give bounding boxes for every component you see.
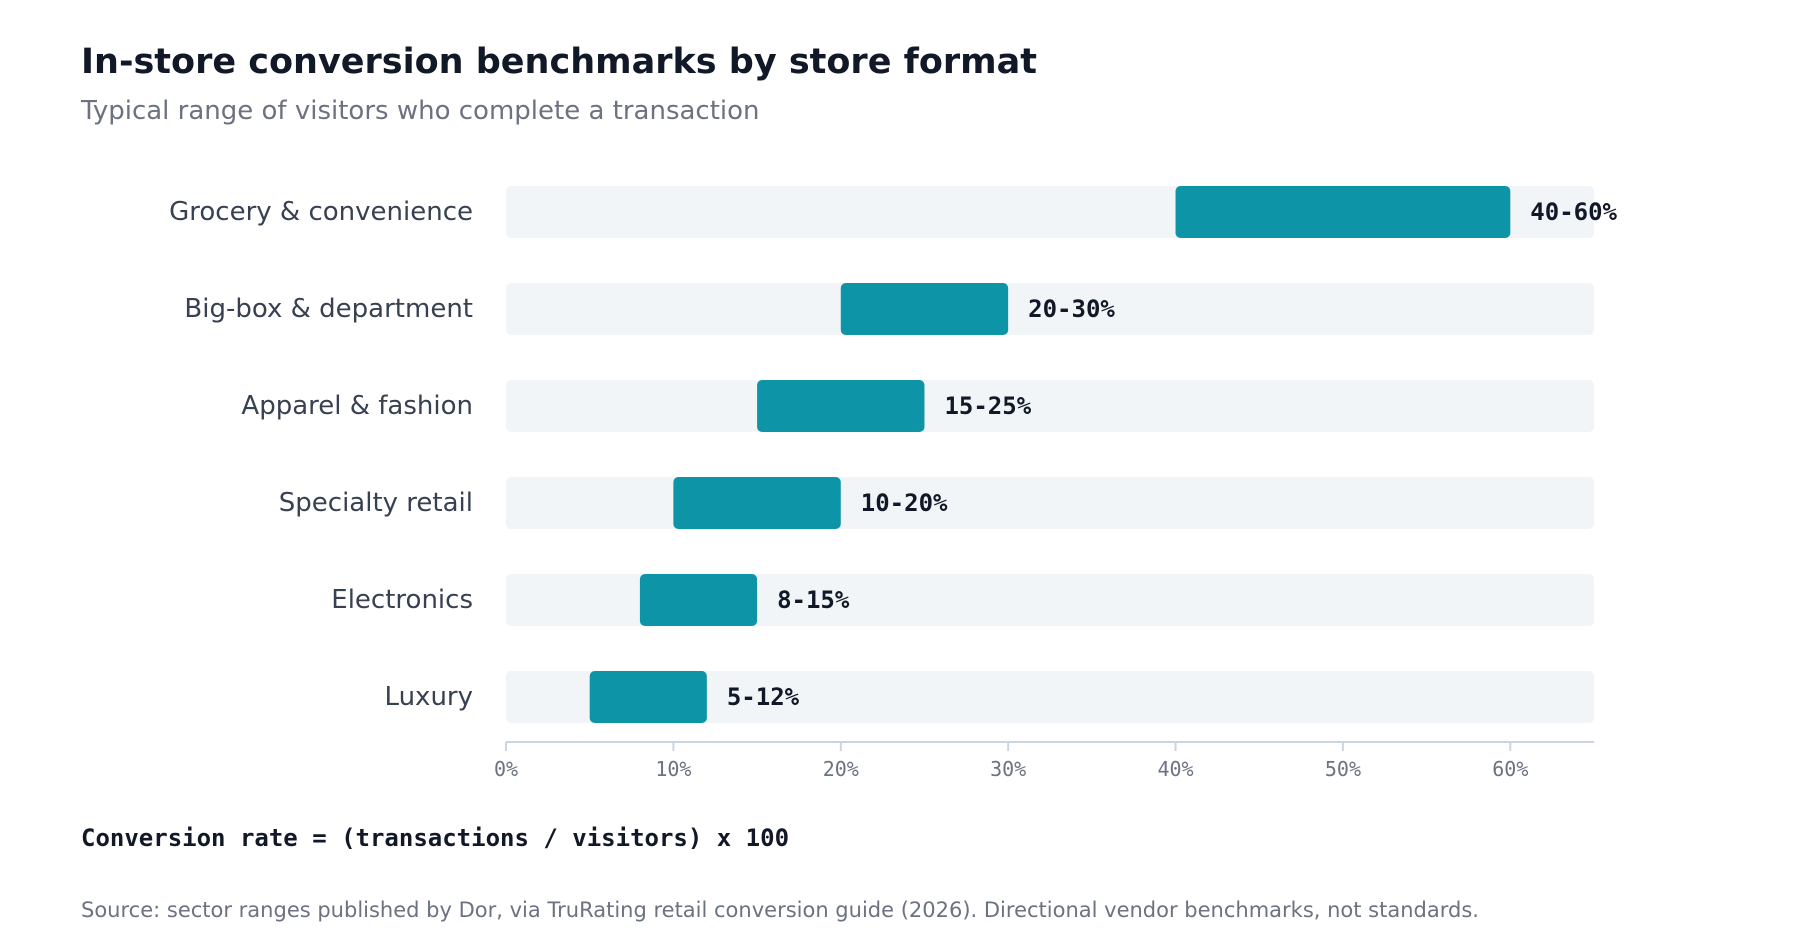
range-bar <box>673 477 841 529</box>
x-tick-label: 40% <box>1157 757 1193 781</box>
bar-track <box>506 671 1594 723</box>
range-bar <box>639 574 758 626</box>
x-tick-label: 0% <box>494 757 518 781</box>
x-tick-label: 50% <box>1325 757 1361 781</box>
range-bar <box>589 671 707 723</box>
category-label: Apparel & fashion <box>241 391 473 421</box>
bar-track <box>506 380 1594 432</box>
range-value-label: 8-15% <box>777 586 850 614</box>
range-value-label: 10-20% <box>861 489 948 517</box>
x-tick-label: 30% <box>990 757 1026 781</box>
source-note: Source: sector ranges published by Dor, … <box>81 898 1479 922</box>
range-value-label: 40-60% <box>1530 198 1617 226</box>
category-label: Grocery & convenience <box>169 197 473 227</box>
range-bar <box>1175 186 1511 238</box>
bar-track <box>506 574 1594 626</box>
category-label: Luxury <box>385 682 473 712</box>
range-value-label: 15-25% <box>944 392 1031 420</box>
range-value-label: 20-30% <box>1028 295 1115 323</box>
range-bar-chart: Grocery & convenience 40-60% Big-box & dep… <box>169 186 1618 781</box>
category-label: Electronics <box>331 585 473 615</box>
category-label: Big-box & department <box>184 294 473 324</box>
range-bar <box>840 283 1009 335</box>
bar-track <box>506 477 1594 529</box>
category-label: Specialty retail <box>279 488 473 518</box>
range-value-label: 5-12% <box>727 683 800 711</box>
bar-track <box>506 283 1594 335</box>
range-bar <box>757 380 925 432</box>
chart-title: In-store conversion benchmarks by store … <box>81 42 1037 82</box>
x-tick-label: 10% <box>655 757 691 781</box>
chart-subtitle: Typical range of visitors who complete a… <box>81 96 760 126</box>
x-tick-label: 20% <box>823 757 859 781</box>
formula-note: Conversion rate = (transactions / visito… <box>81 824 790 852</box>
x-tick-label: 60% <box>1492 757 1528 781</box>
